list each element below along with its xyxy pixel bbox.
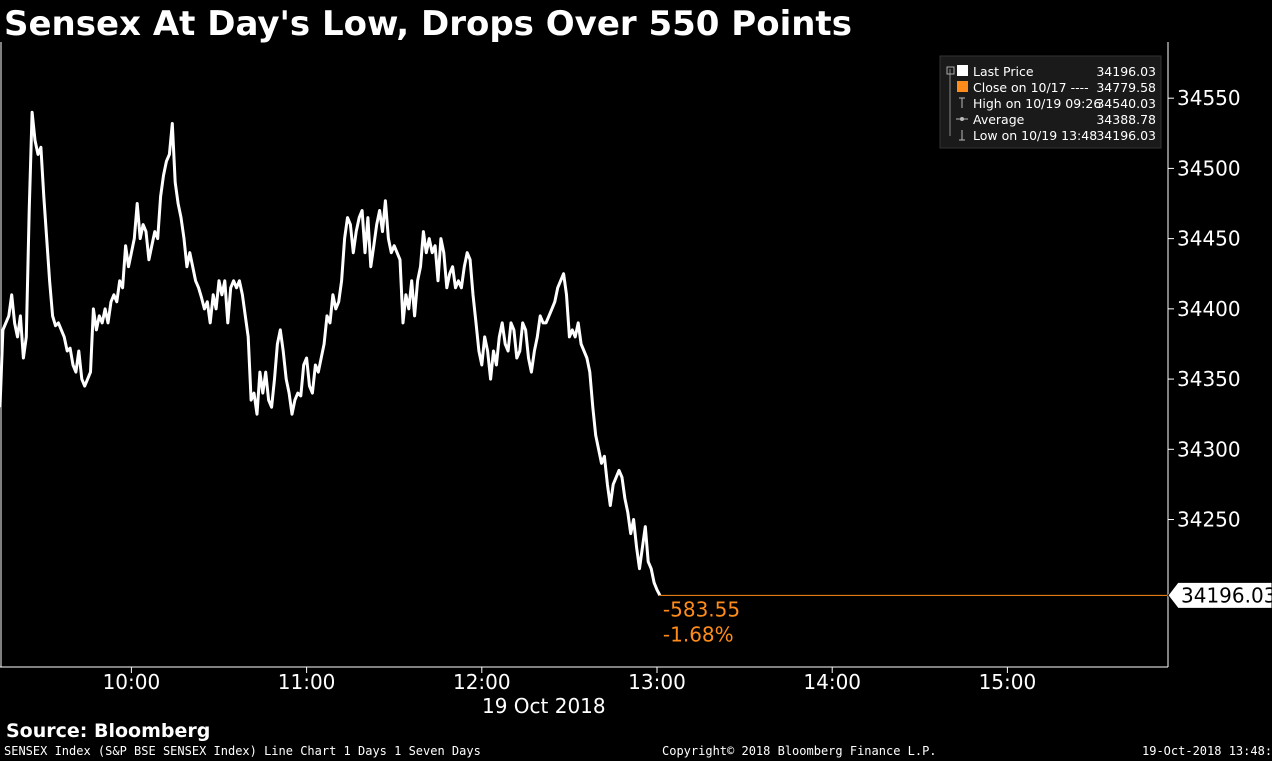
legend-marker-close xyxy=(957,81,968,92)
change-pct-label: -1.68% xyxy=(663,622,734,646)
y-tick-label: 34450 xyxy=(1177,227,1241,251)
x-axis-label: 19 Oct 2018 xyxy=(482,694,606,718)
legend-value: 34388.78 xyxy=(1096,112,1156,127)
x-tick-label: 12:00 xyxy=(453,670,511,694)
legend-marker-average-dot xyxy=(960,117,964,121)
legend-value: 34779.58 xyxy=(1096,80,1156,95)
legend-marker-low xyxy=(959,130,965,141)
x-tick-label: 14:00 xyxy=(803,670,861,694)
legend-label: Last Price xyxy=(973,64,1034,79)
legend-label: High on 10/19 09:26 xyxy=(973,96,1101,111)
change-label: -583.55 xyxy=(663,597,740,621)
last-price-tag xyxy=(1167,581,1272,609)
x-tick-label: 10:00 xyxy=(103,670,161,694)
y-tick-label: 34350 xyxy=(1177,367,1241,391)
last-price-tag-label: 34196.03 xyxy=(1181,583,1272,607)
y-tick-label: 34550 xyxy=(1177,86,1241,110)
x-tick-label: 15:00 xyxy=(979,670,1037,694)
x-tick-label: 11:00 xyxy=(278,670,336,694)
line-chart: 34250 34300 34350 34400 34450 34500 34550 10:00… xyxy=(0,42,1272,718)
legend-value: 34196.03 xyxy=(1096,128,1156,143)
legend-marker-high xyxy=(959,97,965,108)
legend-box xyxy=(939,55,1162,149)
y-tick-label: 34300 xyxy=(1177,437,1241,461)
legend-label: Close on 10/17 ---- xyxy=(973,80,1089,95)
legend: Last Price 34196.03 Close on 10/17 ---- 347… xyxy=(939,55,1162,149)
footer-left: SENSEX Index (S&P BSE SENSEX Index) Line… xyxy=(4,744,481,758)
chart-title: Sensex At Day's Low, Drops Over 550 Poin… xyxy=(4,4,852,44)
y-tick-label: 34250 xyxy=(1177,508,1241,532)
price-series-line xyxy=(0,110,662,596)
y-tick-label: 34500 xyxy=(1177,156,1241,180)
x-tick-label: 13:00 xyxy=(628,670,686,694)
legend-collapse-icon[interactable] xyxy=(946,66,955,75)
footer-copyright: Copyright© 2018 Bloomberg Finance L.P. xyxy=(662,744,937,758)
legend-label: Average xyxy=(973,112,1025,127)
legend-label: Low on 10/19 13:48 xyxy=(973,128,1097,143)
legend-value: 34540.03 xyxy=(1096,96,1156,111)
source-label: Source: Bloomberg xyxy=(6,720,211,742)
legend-value: 34196.03 xyxy=(1096,64,1156,79)
y-tick-label: 34400 xyxy=(1177,297,1241,321)
footer-timestamp: 19-Oct-2018 13:48:15 xyxy=(1142,744,1272,758)
legend-marker-last-price xyxy=(957,65,968,76)
